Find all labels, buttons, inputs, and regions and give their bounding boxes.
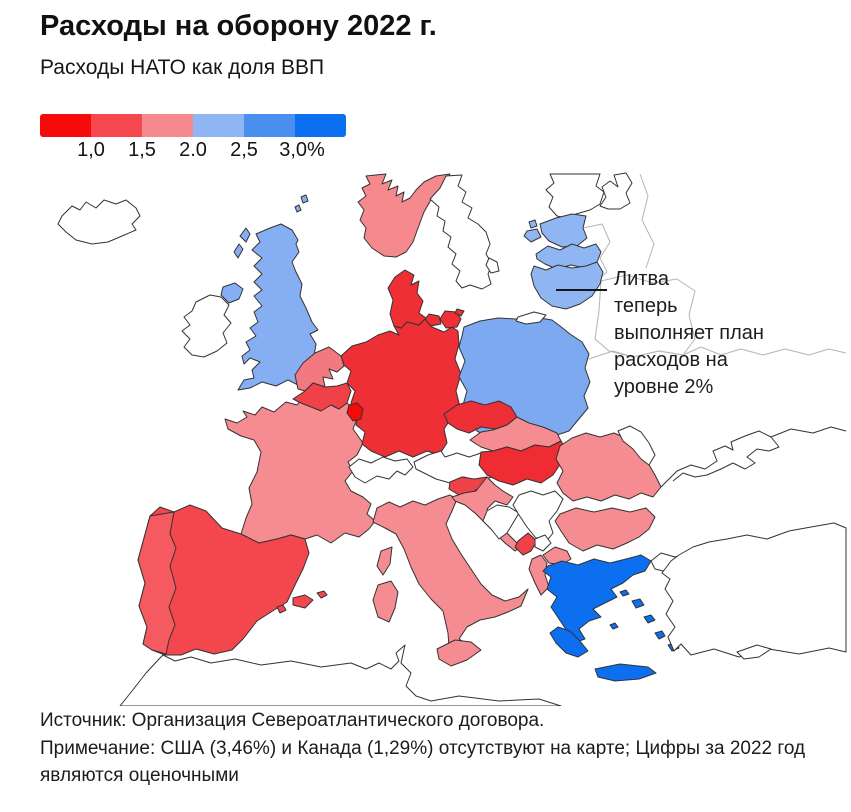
islands-hebrides-2 bbox=[233, 243, 244, 259]
islands-shetland-1 bbox=[300, 194, 309, 204]
islands-balearic-2 bbox=[276, 604, 287, 614]
country-norway bbox=[357, 173, 451, 258]
region-peloponnese bbox=[549, 626, 589, 658]
country-albania bbox=[528, 554, 550, 596]
annotation-line-3: выполняет план bbox=[614, 322, 764, 344]
country-iceland bbox=[57, 199, 141, 245]
country-lithuania bbox=[530, 261, 604, 310]
legend-cell-4 bbox=[193, 114, 244, 137]
legend-labels: 1,0 1,5 2.0 2,5 3,0% bbox=[40, 139, 370, 163]
coastline-black-sea bbox=[660, 430, 780, 488]
country-bulgaria bbox=[554, 507, 656, 552]
island-cyprus bbox=[736, 644, 772, 660]
country-turkey-anatolia bbox=[661, 522, 847, 658]
legend-cell-2 bbox=[91, 114, 142, 137]
annotation-line-1: Литва bbox=[614, 268, 669, 290]
footer: Источник: Организация Североатлантическо… bbox=[40, 707, 832, 790]
legend-label-1: 1,0 bbox=[77, 139, 105, 161]
page-title: Расходы на оборону 2022 г. bbox=[40, 10, 437, 42]
legend-cell-1 bbox=[40, 114, 91, 137]
country-serbia bbox=[512, 490, 564, 544]
legend-cell-6 bbox=[295, 114, 346, 137]
country-france bbox=[224, 391, 376, 544]
islands-hebrides-1 bbox=[239, 227, 251, 243]
footer-note: Примечание: США (3,46%) и Канада (1,29%)… bbox=[40, 737, 806, 787]
island-saaremaa bbox=[523, 228, 542, 243]
country-greece bbox=[542, 554, 652, 644]
country-germany bbox=[340, 317, 462, 458]
country-bosnia bbox=[482, 504, 520, 540]
coastline-north-africa bbox=[119, 644, 562, 707]
island-aegean-2 bbox=[643, 614, 656, 624]
border-russia-north bbox=[639, 173, 655, 269]
island-aegean-1 bbox=[631, 598, 645, 609]
country-luxembourg bbox=[346, 402, 364, 422]
annotation-pointer-line bbox=[556, 289, 607, 291]
island-gotland bbox=[485, 257, 500, 274]
islands-shetland-2 bbox=[294, 204, 302, 213]
islands-balearic-1 bbox=[292, 594, 314, 609]
legend-label-5: 3,0% bbox=[279, 139, 325, 161]
region-northern-ireland bbox=[220, 282, 244, 304]
island-funen bbox=[424, 313, 442, 327]
country-uk bbox=[237, 223, 319, 391]
country-montenegro bbox=[514, 532, 538, 556]
country-kosovo bbox=[534, 534, 552, 552]
border-belarus bbox=[594, 274, 696, 358]
country-estonia bbox=[539, 213, 588, 248]
coastline-white-sea bbox=[599, 172, 633, 210]
legend-cell-3 bbox=[142, 114, 193, 137]
border-russia-baltic bbox=[582, 223, 611, 282]
legend-label-3: 2.0 bbox=[179, 139, 207, 161]
annotation-line-4: расходов на bbox=[614, 349, 728, 371]
country-portugal bbox=[137, 511, 177, 655]
islands-balearic-3 bbox=[316, 590, 328, 599]
legend-color-bar bbox=[40, 114, 346, 137]
island-aegean-5 bbox=[619, 589, 630, 597]
europe-choropleth-map bbox=[35, 172, 847, 707]
island-corsica bbox=[376, 546, 393, 576]
island-bornholm bbox=[454, 308, 465, 317]
island-sardinia bbox=[372, 580, 399, 623]
country-moldova bbox=[617, 425, 656, 466]
country-latvia bbox=[535, 243, 602, 270]
annotation-lithuania: Литва теперь выполняет план расходов на … bbox=[614, 266, 789, 401]
country-north-macedonia bbox=[542, 546, 572, 566]
island-aegean-3 bbox=[654, 630, 666, 640]
country-denmark bbox=[387, 269, 427, 329]
country-switzerland bbox=[348, 456, 414, 484]
legend-label-2: 1,5 bbox=[128, 139, 156, 161]
country-finland bbox=[545, 173, 605, 219]
island-hiiumaa bbox=[528, 219, 538, 229]
country-sweden bbox=[429, 174, 493, 290]
border-ukraine bbox=[588, 346, 847, 360]
country-spain bbox=[137, 504, 310, 656]
country-italy bbox=[372, 494, 529, 653]
coastline-black-sea-east bbox=[770, 426, 847, 438]
annotation-line-2: теперь bbox=[614, 295, 678, 317]
island-sicily bbox=[436, 639, 482, 667]
island-crete bbox=[594, 663, 657, 682]
island-aegean-6 bbox=[609, 622, 619, 630]
legend-cell-5 bbox=[244, 114, 295, 137]
country-ireland bbox=[181, 294, 232, 358]
page-subtitle: Расходы НАТО как доля ВВП bbox=[40, 56, 325, 79]
footer-source: Источник: Организация Североатлантическо… bbox=[40, 710, 545, 731]
legend-label-4: 2,5 bbox=[230, 139, 258, 161]
country-belgium bbox=[292, 382, 352, 412]
region-kaliningrad bbox=[515, 311, 547, 325]
annotation-line-5: уровне 2% bbox=[614, 376, 714, 398]
